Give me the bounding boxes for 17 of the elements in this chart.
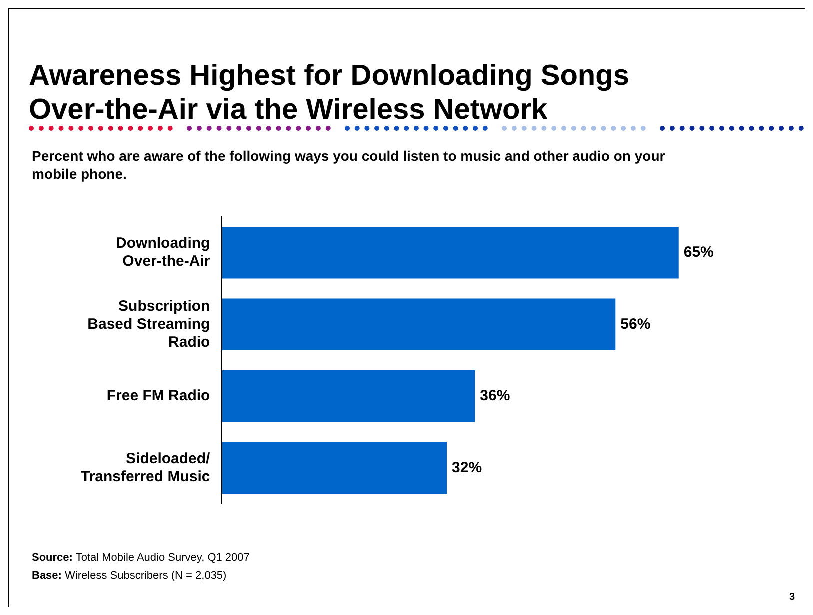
y-tick-label: Free FM Radio: [106, 388, 210, 405]
chart-subtitle: Percent who are aware of the following ways you could listen to music and other audio on your mobile phone.: [32, 147, 666, 183]
y-tick-label: Subscription Based Streaming Radio: [88, 298, 210, 351]
bar: [222, 298, 616, 350]
bar: [222, 370, 476, 422]
bar: [222, 442, 448, 494]
data-label: 56%: [620, 316, 651, 333]
y-tick-label: Sideloaded/ Transferred Music: [80, 450, 212, 486]
chart-title: Awareness Highest for Downloading Songs Over-the-Air via the Wireless Network: [29, 59, 630, 127]
data-label: 32%: [452, 459, 482, 476]
bar: [222, 227, 679, 279]
text: Base: Wireless Subscribers (N = 2,035): [32, 570, 227, 582]
data-label: 36%: [480, 388, 510, 405]
text: 3: [789, 592, 795, 603]
data-label: 65%: [684, 244, 714, 262]
source-note: Source: Total Mobile Audio Survey, Q1 2007: [32, 552, 250, 564]
y-tick-label: Downloading Over-the-Air: [116, 235, 210, 270]
